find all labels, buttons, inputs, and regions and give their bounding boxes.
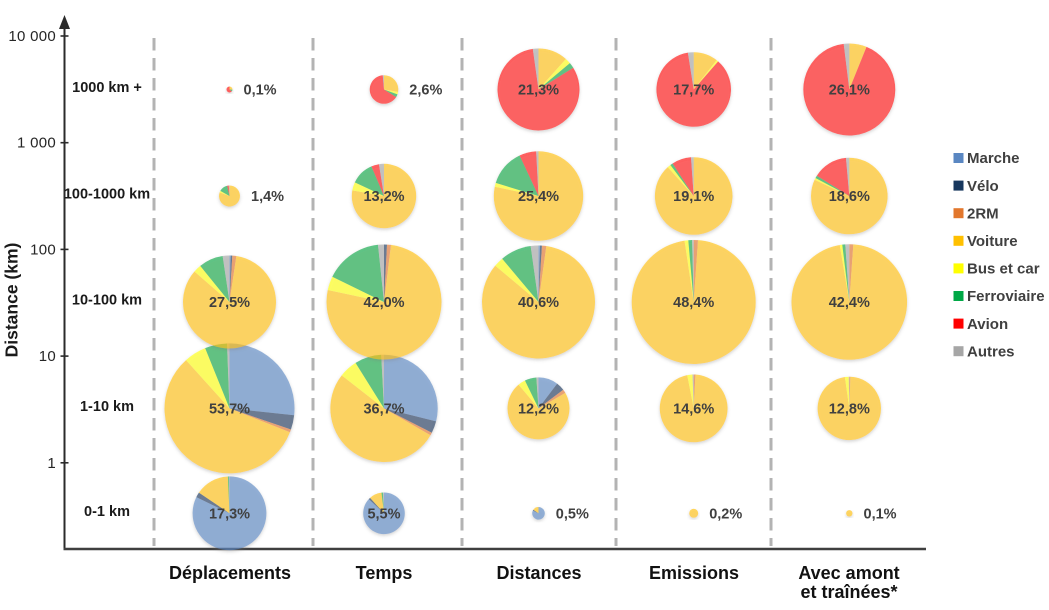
- svg-text:53,7%: 53,7%: [209, 402, 250, 418]
- svg-text:Vélo: Vélo: [967, 178, 999, 195]
- svg-text:Distances: Distances: [496, 563, 581, 583]
- svg-text:Avion: Avion: [967, 316, 1008, 333]
- svg-text:2,6%: 2,6%: [409, 83, 442, 99]
- svg-text:Voiture: Voiture: [967, 233, 1018, 250]
- svg-text:21,3%: 21,3%: [518, 83, 559, 99]
- svg-text:Ferroviaire: Ferroviaire: [967, 288, 1045, 305]
- svg-text:Autres: Autres: [967, 343, 1015, 360]
- svg-text:48,4%: 48,4%: [673, 295, 714, 311]
- svg-text:10: 10: [39, 348, 56, 365]
- svg-text:Emissions: Emissions: [649, 563, 739, 583]
- svg-text:17,7%: 17,7%: [673, 83, 714, 99]
- svg-text:1: 1: [47, 455, 56, 472]
- svg-text:Bus et car: Bus et car: [967, 261, 1040, 278]
- svg-text:Marche: Marche: [967, 150, 1020, 167]
- svg-text:10-100 km: 10-100 km: [72, 293, 142, 309]
- svg-text:Temps: Temps: [356, 563, 413, 583]
- svg-text:18,6%: 18,6%: [829, 189, 870, 205]
- svg-text:40,6%: 40,6%: [518, 295, 559, 311]
- svg-text:1,4%: 1,4%: [251, 189, 284, 205]
- svg-text:42,0%: 42,0%: [363, 295, 404, 311]
- svg-text:36,7%: 36,7%: [363, 402, 404, 418]
- svg-text:et traînées*: et traînées*: [800, 582, 897, 602]
- svg-text:100: 100: [30, 241, 56, 258]
- svg-text:25,4%: 25,4%: [518, 189, 559, 205]
- svg-text:1-10 km: 1-10 km: [80, 399, 134, 415]
- svg-text:14,6%: 14,6%: [673, 402, 714, 418]
- svg-text:5,5%: 5,5%: [367, 507, 400, 523]
- svg-text:13,2%: 13,2%: [363, 189, 404, 205]
- svg-text:27,5%: 27,5%: [209, 295, 250, 311]
- svg-text:0,5%: 0,5%: [556, 507, 589, 523]
- svg-text:Avec amont: Avec amont: [798, 563, 899, 583]
- svg-text:0-1 km: 0-1 km: [84, 504, 130, 520]
- svg-text:12,2%: 12,2%: [518, 402, 559, 418]
- svg-text:42,4%: 42,4%: [829, 295, 870, 311]
- svg-text:0,2%: 0,2%: [709, 507, 742, 523]
- svg-text:2RM: 2RM: [967, 205, 999, 222]
- svg-text:0,1%: 0,1%: [244, 83, 277, 99]
- svg-text:12,8%: 12,8%: [829, 402, 870, 418]
- svg-text:1 000: 1 000: [17, 135, 56, 152]
- svg-text:0,1%: 0,1%: [864, 507, 897, 523]
- svg-text:19,1%: 19,1%: [673, 189, 714, 205]
- svg-text:100-1000 km: 100-1000 km: [64, 187, 150, 203]
- svg-text:1000 km +: 1000 km +: [72, 80, 142, 96]
- svg-text:26,1%: 26,1%: [829, 83, 870, 99]
- svg-text:Distance (km): Distance (km): [2, 243, 22, 358]
- svg-text:Déplacements: Déplacements: [169, 563, 291, 583]
- svg-text:10 000: 10 000: [8, 28, 56, 45]
- svg-text:17,3%: 17,3%: [209, 507, 250, 523]
